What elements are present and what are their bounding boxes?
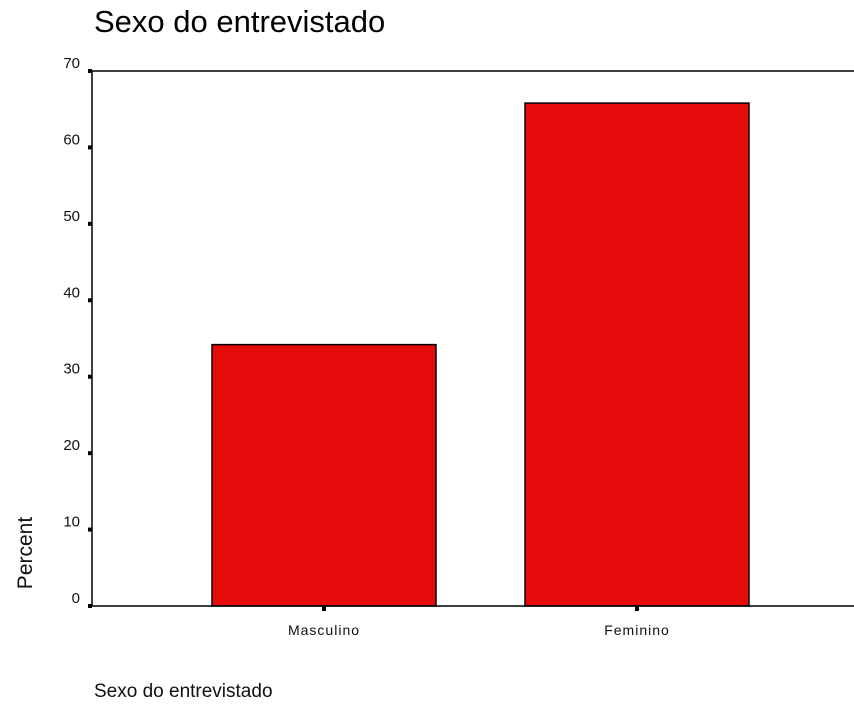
x-axis-ticks: Masculino Feminino xyxy=(288,606,670,638)
y-tick-mark xyxy=(88,298,92,303)
y-tick-label: 60 xyxy=(63,131,80,148)
y-tick-label: 40 xyxy=(63,284,80,301)
x-tick-label: Masculino xyxy=(288,622,360,638)
y-axis-label: Percent xyxy=(14,517,37,590)
y-tick-label: 70 xyxy=(63,55,80,72)
y-tick-mark xyxy=(88,527,92,532)
bar-masculino xyxy=(211,343,437,607)
y-tick-label: 50 xyxy=(63,208,80,225)
y-tick-mark xyxy=(88,145,92,150)
bars xyxy=(211,102,750,607)
y-tick-label: 0 xyxy=(72,590,80,607)
chart-title: Sexo do entrevistado xyxy=(94,4,386,39)
y-tick-mark xyxy=(88,69,92,73)
x-tick-mark xyxy=(635,606,639,611)
x-axis-label: Sexo do entrevistado xyxy=(94,681,273,702)
y-tick-mark xyxy=(88,221,92,226)
x-tick-mark xyxy=(322,606,326,611)
y-tick-mark xyxy=(88,604,92,608)
y-axis-ticks: 0 10 20 30 40 50 60 70 xyxy=(63,55,92,608)
y-tick-mark xyxy=(88,374,92,379)
y-tick-label: 20 xyxy=(63,437,80,454)
bar-feminino xyxy=(524,102,750,607)
y-tick-label: 10 xyxy=(63,514,80,531)
y-tick-mark xyxy=(88,451,92,456)
x-tick-label: Feminino xyxy=(604,622,670,638)
y-tick-label: 30 xyxy=(63,361,80,378)
